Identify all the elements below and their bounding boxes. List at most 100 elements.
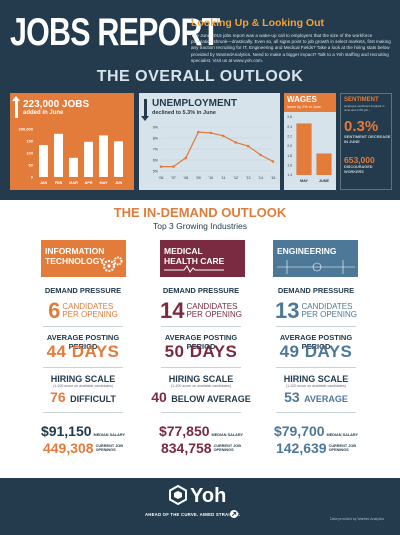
openings-row: 142,639 CURRENT JOB OPENINGS xyxy=(266,440,366,456)
unemp-point xyxy=(159,165,163,168)
hiring-scale-label: HIRING SCALE xyxy=(283,374,349,384)
unemployment-headline: UNEMPLOYMENT xyxy=(152,98,237,109)
demand-pressure-label: DEMAND PRESSURE xyxy=(277,286,355,295)
divider xyxy=(161,326,241,327)
sentiment-headline: SENTIMENT xyxy=(344,97,379,103)
unemp-point xyxy=(209,131,213,135)
sentiment-panel: SENTIMENT employee sentiment dropped in … xyxy=(340,93,392,190)
demand-pressure-value: 6 xyxy=(48,298,61,323)
jobs-bar xyxy=(114,141,123,177)
unemployment-subhead: declined to 5.3% in June xyxy=(152,110,216,116)
industry-name-it: INFORMATION TECHNOLOGY xyxy=(45,246,105,266)
up-arrow-icon xyxy=(12,96,20,118)
heartbeat-icon xyxy=(164,265,224,273)
unemp-y-tick-label: 9% xyxy=(153,125,159,129)
hiring-scale-row: 40 BELOW AVERAGE xyxy=(151,389,251,407)
jobs-x-tick-label: FEB xyxy=(55,181,63,185)
unemp-x-tick-label: '14 xyxy=(258,176,263,180)
unemp-point xyxy=(221,134,225,138)
salary-row: $91,150 MEDIAN SALARY xyxy=(33,423,133,439)
unemp-x-tick-label: '08 xyxy=(184,176,189,180)
wages-y-tick-label: 1.8 xyxy=(287,154,292,158)
jobs-bar xyxy=(69,157,78,177)
wages-subhead: lower by 2% in June xyxy=(287,105,321,109)
unemployment-line-chart: 9% 8% 7% 6% 5%'06 '07 '08 '09 '10 '11 '12 '13 '14 '15 xyxy=(153,125,276,180)
sentiment-description: employee sentiment dropped in June and 0… xyxy=(344,104,385,112)
posting-period-value: 44 DAYS xyxy=(46,342,120,361)
divider xyxy=(276,412,356,413)
unemp-point xyxy=(172,165,175,168)
yoh-logo-icon xyxy=(169,485,187,505)
demand-pressure-units: CANDIDATES PER OPENING xyxy=(186,302,243,319)
median-salary-value: $79,700 xyxy=(273,423,325,439)
section-title-overall: THE OVERALL OUTLOOK xyxy=(96,68,304,85)
openings-label: CURRENT JOB OPENINGS xyxy=(328,443,357,452)
brand-tagline: AHEAD OF THE CURVE. AIMED STRAIGHT. xyxy=(145,512,241,517)
blueprint-icon xyxy=(277,260,355,274)
footer: Yoh AHEAD OF THE CURVE. AIMED STRAIGHT. … xyxy=(0,478,400,535)
unemp-x-tick-label: '11 xyxy=(221,176,225,180)
demand-pressure-value: 14 xyxy=(159,298,185,323)
industry-name-medical: MEDICAL HEALTH CARE xyxy=(164,246,225,266)
industry-name-engineering: ENGINEERING xyxy=(277,246,337,256)
jobs-bar xyxy=(39,145,48,177)
unemp-point xyxy=(271,160,275,163)
divider xyxy=(43,367,123,368)
jobs-x-tick-label: APR xyxy=(84,181,92,185)
hiring-scale-label: HIRING SCALE xyxy=(168,374,234,384)
hiring-scale-value: 53 xyxy=(284,389,300,405)
intro-text: The June 2015 jobs report was a wake-up … xyxy=(191,33,391,63)
hiring-scale-word: BELOW AVERAGE xyxy=(171,394,251,404)
jobs-x-tick-label: JUN xyxy=(115,181,123,185)
hiring-scale-row: 76 DIFFICULT xyxy=(33,389,133,407)
hiring-scale-label: HIRING SCALE xyxy=(50,374,116,384)
wages-y-tick-label: 2.4 xyxy=(287,125,292,129)
jobs-bar-chart: 200,000 150 100 50 0 JAN FEB MAR APR MAY JUN xyxy=(19,127,123,185)
jobs-headline: 223,000 JOBS xyxy=(23,99,90,110)
openings-row: 834,758 CURRENT JOB OPENINGS xyxy=(151,440,251,456)
posting-period-label: AVERAGE POSTING PERIOD xyxy=(46,333,120,351)
page-title: JOBS REPORT xyxy=(10,11,220,54)
unemp-x-tick-label: '07 xyxy=(171,176,176,180)
wages-bar xyxy=(316,153,332,175)
openings-value: 449,308 xyxy=(42,440,94,456)
sentiment-caption: SENTIMENT DECREASE IN JUNE xyxy=(344,134,391,144)
gears-icon xyxy=(102,256,123,273)
discouraged-value: 653,000 xyxy=(344,155,375,165)
demand-pressure-label: DEMAND PRESSURE xyxy=(162,286,240,295)
posting-period-label: AVERAGE POSTING PERIOD xyxy=(164,333,238,351)
demand-pressure-row: 14 CANDIDATES PER OPENING xyxy=(151,298,251,324)
demand-pressure-label: DEMAND PRESSURE xyxy=(44,286,122,295)
sentiment-value: 0.3% xyxy=(344,118,379,135)
unemp-x-tick-label: '15 xyxy=(271,176,276,180)
demand-pressure-row: 13 CANDIDATES PER OPENING xyxy=(266,298,366,324)
discouraged-caption: DISCOURAGED WORKERS xyxy=(344,165,373,174)
industry-header-medical: MEDICAL HEALTH CARE xyxy=(160,240,245,277)
wages-x-tick-label: JUNE xyxy=(319,179,330,183)
unemp-y-tick-label: 5% xyxy=(153,169,159,173)
unemp-point xyxy=(184,156,188,160)
unemp-point xyxy=(234,141,237,144)
median-salary-label: MEDIAN SALARY xyxy=(326,433,359,437)
jobs-bar xyxy=(54,133,63,177)
divider xyxy=(161,412,241,413)
hiring-scale-word: AVERAGE xyxy=(304,394,348,404)
wages-y-tick-label: 1.4 xyxy=(287,173,292,177)
openings-label: CURRENT JOB OPENINGS xyxy=(213,443,242,452)
hiring-scale-row: 53 AVERAGE xyxy=(266,389,366,407)
unemp-y-tick-label: 7% xyxy=(153,147,159,151)
industry-header-it: INFORMATION TECHNOLOGY xyxy=(41,240,126,277)
wages-panel: WAGES lower by 2% in June 2.6 2.4 2.2 2.0 1.… xyxy=(284,93,336,190)
posting-period-label: AVERAGE POSTING PERIOD xyxy=(279,333,353,351)
brand-name: Yoh xyxy=(190,485,227,507)
wages-y-tick-label: 1.6 xyxy=(287,164,292,168)
salary-row: $79,700 MEDIAN SALARY xyxy=(266,423,366,439)
wages-bar-chart: 2.6 2.4 2.2 2.0 1.8 1.6 1.4 MAY JUNE xyxy=(287,115,332,183)
jobs-y-tick-label: 0 xyxy=(31,175,34,180)
unemployment-panel: UNEMPLOYMENT declined to 5.3% in June 9%… xyxy=(139,93,280,190)
jobs-x-tick-label: JAN xyxy=(40,181,48,185)
demand-pressure-row: 6 CANDIDATES PER OPENING xyxy=(33,298,133,324)
wages-x-tick-label: MAY xyxy=(300,179,309,183)
wages-headline: WAGES xyxy=(287,95,317,104)
